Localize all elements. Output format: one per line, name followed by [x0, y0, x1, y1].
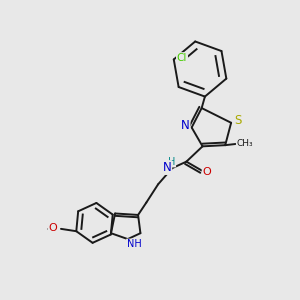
Text: O: O	[48, 223, 57, 233]
Text: NH: NH	[127, 239, 142, 249]
Text: N: N	[163, 161, 171, 174]
Text: S: S	[234, 114, 241, 127]
Text: Cl: Cl	[177, 53, 187, 63]
Text: O: O	[202, 167, 211, 177]
Text: H: H	[168, 157, 175, 166]
Text: CH₃: CH₃	[237, 139, 253, 148]
Text: N: N	[181, 118, 190, 132]
